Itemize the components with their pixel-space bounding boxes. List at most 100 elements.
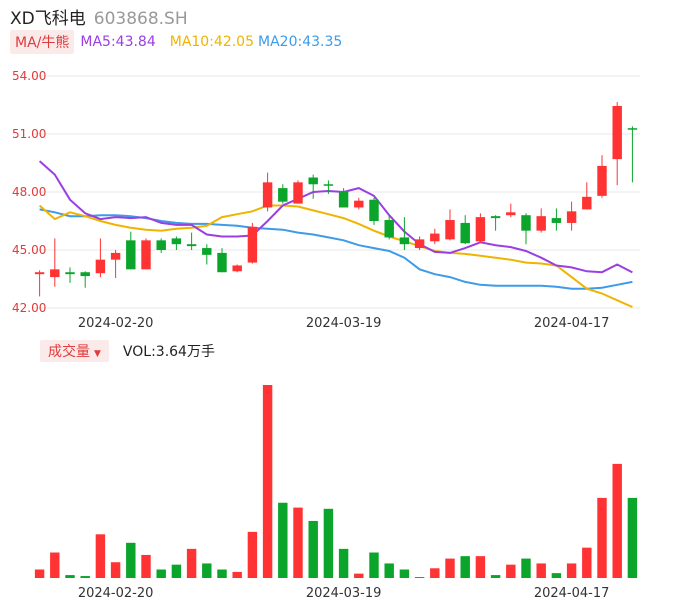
- ma10-line: [38, 204, 633, 308]
- candle-body: [445, 220, 455, 240]
- candle-body: [50, 269, 60, 278]
- candle-body: [278, 188, 288, 202]
- candle: [612, 102, 622, 186]
- candle: [384, 215, 394, 240]
- volume-bar: [566, 563, 577, 578]
- candle: [171, 236, 182, 250]
- candle-body: [582, 196, 592, 210]
- candle: [141, 238, 151, 270]
- candle: [50, 238, 60, 287]
- candle-body: [126, 240, 136, 270]
- volume-bar: [384, 563, 394, 578]
- volume-bar: [323, 508, 334, 578]
- candle: [536, 208, 546, 233]
- candle-body: [627, 128, 638, 130]
- candle-body: [521, 215, 531, 231]
- date-tick-label: 2024-04-17: [534, 586, 610, 601]
- volume-bar: [95, 534, 106, 578]
- ma20-legend: MA20:43.35: [258, 34, 343, 50]
- candle-body: [232, 265, 242, 272]
- price-tick-label: 48.00: [12, 185, 46, 199]
- candle: [551, 208, 562, 231]
- candle: [521, 213, 531, 245]
- volume-value: VOL:3.64万手: [122, 344, 215, 360]
- volume-bar: [490, 575, 501, 578]
- candle-body: [80, 272, 90, 277]
- volume-bar: [597, 497, 607, 578]
- date-tick-label: 2024-03-19: [306, 316, 382, 331]
- candle: [506, 203, 516, 218]
- candle-body: [338, 192, 349, 208]
- candle: [126, 231, 136, 270]
- candle-body: [506, 212, 516, 216]
- candle-body: [156, 240, 166, 250]
- volume-bar: [627, 497, 638, 578]
- candle-body: [612, 105, 622, 160]
- candle-body: [323, 184, 334, 186]
- volume-bar: [34, 569, 45, 578]
- date-tick-label: 2024-02-20: [78, 316, 154, 331]
- candle: [247, 222, 258, 264]
- candle: [460, 215, 470, 245]
- candle: [34, 270, 45, 297]
- stock-code: 603868.SH: [93, 9, 188, 29]
- candle: [399, 217, 410, 250]
- candle-body: [399, 237, 410, 245]
- ma-toggle-button[interactable]: MA/牛熊: [10, 30, 75, 54]
- candle-body: [551, 218, 562, 223]
- volume-bar: [536, 563, 546, 578]
- stock-name: XD飞科电: [10, 9, 86, 29]
- volume-bar: [247, 531, 258, 578]
- candle-body: [566, 211, 577, 223]
- candle-body: [95, 259, 106, 274]
- candle-body: [354, 200, 364, 208]
- candle-body: [65, 272, 75, 275]
- volume-bars: [34, 385, 638, 578]
- candle: [95, 238, 106, 278]
- volume-bar: [354, 573, 364, 578]
- candle-body: [414, 239, 425, 249]
- volume-bar: [110, 562, 121, 578]
- candle-body: [369, 199, 379, 221]
- candle: [308, 174, 318, 199]
- candle-body: [171, 238, 182, 245]
- candle: [65, 267, 75, 283]
- volume-bar: [156, 569, 166, 578]
- candle-body: [597, 165, 607, 196]
- volume-bar: [171, 564, 182, 578]
- ma-lines: [38, 160, 633, 308]
- volume-bar: [399, 569, 410, 578]
- candle: [354, 197, 364, 210]
- candle: [232, 264, 242, 273]
- volume-toggle-button[interactable]: 成交量 ▼: [40, 340, 109, 362]
- candle: [475, 213, 486, 244]
- candle: [582, 182, 592, 210]
- candle: [627, 126, 638, 183]
- ma5-line: [38, 160, 633, 274]
- volume-bar: [612, 463, 622, 578]
- volume-bar: [262, 385, 273, 578]
- candle-body: [141, 240, 151, 270]
- candle: [202, 244, 212, 265]
- volume-bar: [475, 556, 486, 578]
- date-axis-bottom: 2024-02-20 2024-03-19 2024-04-17: [78, 586, 610, 601]
- date-tick-label: 2024-03-19: [306, 586, 382, 601]
- price-tick-label: 54.00: [12, 69, 46, 83]
- candle: [323, 180, 334, 194]
- candle-body: [460, 222, 470, 244]
- candle: [156, 238, 166, 253]
- volume-toggle-label: 成交量: [48, 344, 90, 360]
- volume-bar: [126, 542, 136, 578]
- candle-body: [536, 216, 546, 231]
- date-tick-label: 2024-02-20: [78, 586, 154, 601]
- volume-bar: [217, 569, 227, 578]
- volume-bar: [80, 576, 90, 578]
- candle: [217, 248, 227, 273]
- candle-body: [247, 226, 258, 263]
- chevron-down-icon: ▼: [94, 349, 101, 359]
- price-tick-label: 51.00: [12, 127, 46, 141]
- candle-body: [475, 217, 486, 242]
- candle-body: [217, 252, 227, 273]
- volume-bar: [232, 571, 242, 578]
